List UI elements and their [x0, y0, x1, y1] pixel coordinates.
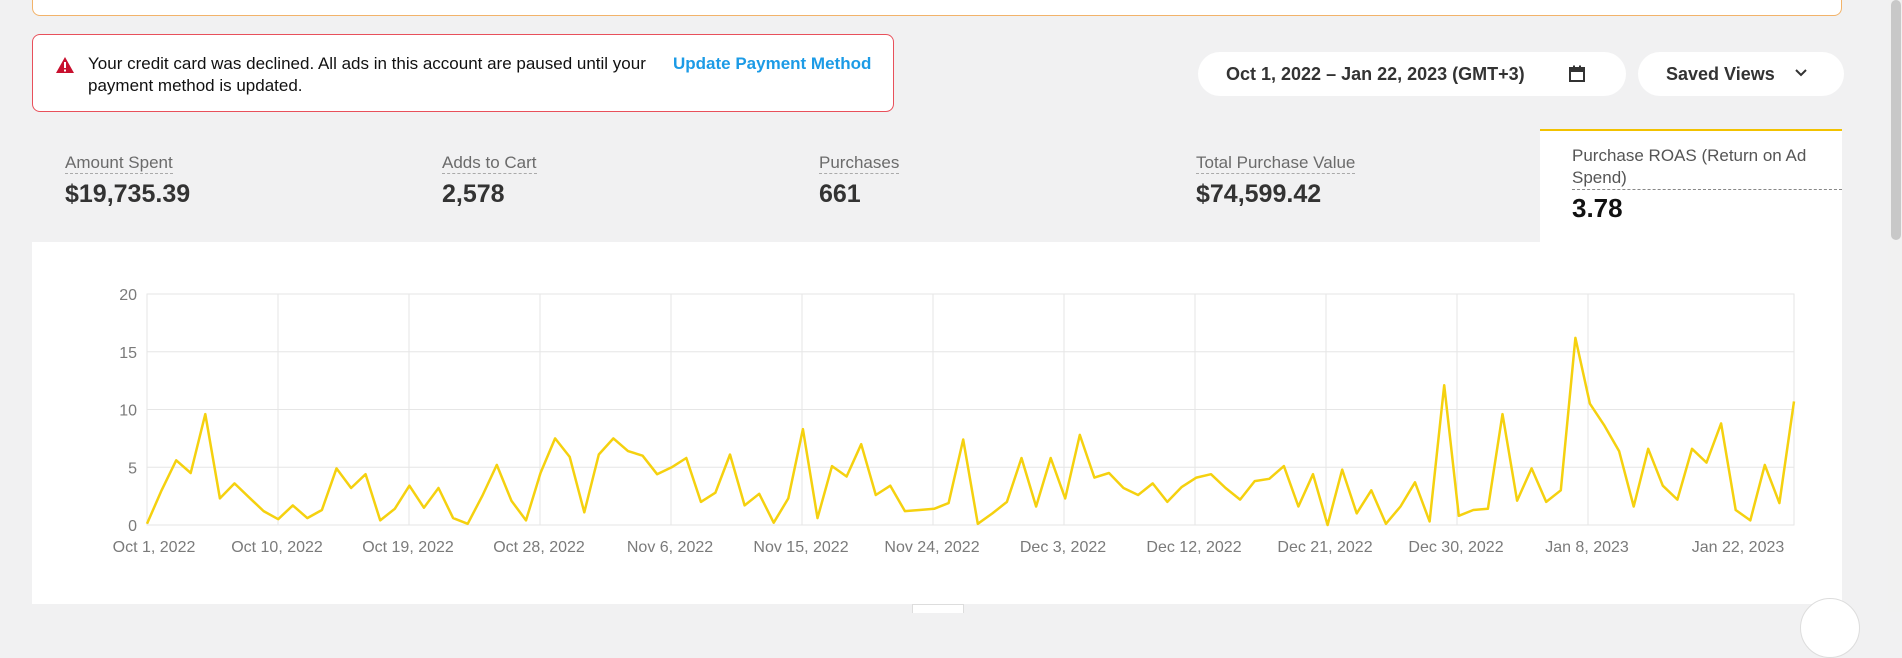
metric-total-purchase-value[interactable]: Total Purchase Value $74,599.42 — [1196, 153, 1355, 209]
chart-card: 20 15 10 5 0 Oct 1, 2022 Oct 10, 2022 Oct 19, … — [32, 242, 1842, 604]
series-line — [147, 338, 1794, 525]
x-tick-label: Oct 1, 2022 — [113, 539, 196, 556]
metrics-summary: Amount Spent $19,735.39 Adds to Cart 2,5… — [32, 129, 1842, 242]
y-tick-label: 20 — [119, 287, 137, 304]
x-tick-label: Dec 12, 2022 — [1146, 539, 1241, 556]
metric-label: Purchases — [819, 153, 899, 174]
calendar-icon — [1568, 65, 1586, 83]
metric-purchases[interactable]: Purchases 661 — [819, 153, 899, 209]
metric-value: 2,578 — [442, 180, 537, 209]
metric-label: Purchase ROAS (Return on Ad Spend) — [1572, 145, 1842, 190]
metric-value: $74,599.42 — [1196, 180, 1355, 209]
metric-value: 3.78 — [1572, 193, 1623, 224]
metric-label: Total Purchase Value — [1196, 153, 1355, 174]
y-axis: 20 15 10 5 0 — [119, 287, 137, 535]
saved-views-label: Saved Views — [1666, 64, 1775, 85]
bottom-floating-button[interactable] — [1800, 598, 1860, 658]
x-tick-label: Oct 19, 2022 — [362, 539, 454, 556]
chart-grid — [147, 294, 1794, 525]
page-scrollbar[interactable] — [1888, 0, 1902, 612]
scrollbar-thumb[interactable] — [1891, 0, 1901, 240]
x-tick-label: Nov 24, 2022 — [884, 539, 979, 556]
x-tick-label: Nov 15, 2022 — [753, 539, 848, 556]
metric-purchase-roas[interactable]: Purchase ROAS (Return on Ad Spend) 3.78 — [1540, 129, 1842, 242]
top-notice-banner — [32, 0, 1842, 16]
saved-views-dropdown[interactable]: Saved Views — [1638, 52, 1844, 96]
payment-declined-alert: Your credit card was declined. All ads i… — [32, 34, 894, 112]
update-payment-method-link[interactable]: Update Payment Method — [673, 53, 871, 75]
date-range-picker[interactable]: Oct 1, 2022 – Jan 22, 2023 (GMT+3) — [1198, 52, 1626, 96]
metric-value: 661 — [819, 180, 899, 209]
x-tick-label: Nov 6, 2022 — [627, 539, 713, 556]
x-tick-label: Oct 10, 2022 — [231, 539, 323, 556]
alert-message: Your credit card was declined. All ads i… — [88, 53, 653, 97]
y-tick-label: 10 — [119, 403, 137, 420]
metric-label: Adds to Cart — [442, 153, 537, 174]
metric-label: Amount Spent — [65, 153, 173, 174]
y-tick-label: 5 — [128, 460, 137, 477]
data-points — [147, 338, 1794, 525]
x-tick-label: Jan 8, 2023 — [1545, 539, 1629, 556]
y-tick-label: 15 — [119, 345, 137, 362]
x-tick-label: Dec 3, 2022 — [1020, 539, 1106, 556]
metric-amount-spent[interactable]: Amount Spent $19,735.39 — [65, 153, 190, 209]
metric-value: $19,735.39 — [65, 180, 190, 209]
x-axis: Oct 1, 2022 Oct 10, 2022 Oct 19, 2022 Oct 2… — [113, 539, 1785, 556]
roas-line-chart: 20 15 10 5 0 Oct 1, 2022 Oct 10, 2022 Oct 19, … — [32, 242, 1842, 604]
y-tick-label: 0 — [128, 518, 137, 535]
date-range-label: Oct 1, 2022 – Jan 22, 2023 (GMT+3) — [1226, 64, 1525, 85]
x-tick-label: Jan 22, 2023 — [1692, 539, 1785, 556]
x-tick-label: Oct 28, 2022 — [493, 539, 585, 556]
chevron-down-icon — [1794, 68, 1808, 78]
metric-adds-to-cart[interactable]: Adds to Cart 2,578 — [442, 153, 537, 209]
warning-icon — [55, 55, 75, 75]
x-tick-label: Dec 21, 2022 — [1277, 539, 1372, 556]
x-tick-label: Dec 30, 2022 — [1408, 539, 1503, 556]
